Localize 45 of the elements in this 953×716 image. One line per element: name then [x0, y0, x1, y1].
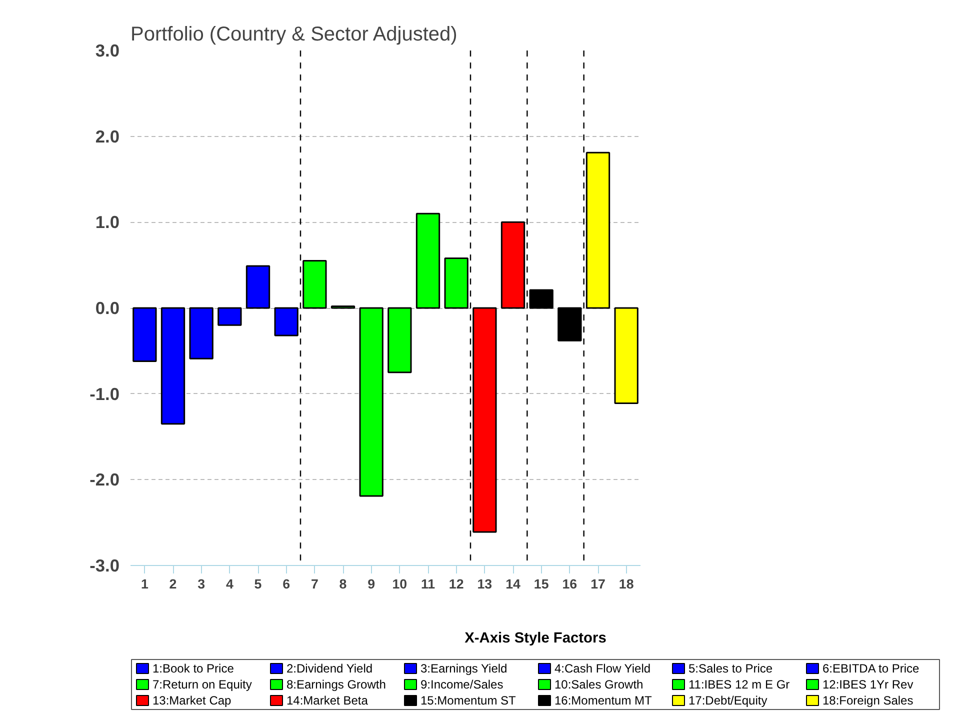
legend-label: 18:Foreign Sales	[822, 694, 914, 708]
x-tick-label: 15	[534, 576, 550, 592]
y-tick-label: 3.0	[95, 40, 120, 60]
x-tick-label: 3	[198, 576, 206, 592]
x-tick-label: 6	[282, 576, 290, 592]
x-tick-label: 17	[590, 576, 606, 592]
y-tick-label: -1.0	[90, 384, 120, 404]
x-tick-label: 4	[226, 576, 234, 592]
x-tick-label: 2	[169, 576, 177, 592]
x-tick-label: 1	[140, 576, 149, 592]
chart-title: Portfolio (Country & Sector Adjusted)	[130, 24, 458, 46]
legend-label: 3:Earnings Yield	[420, 662, 508, 676]
y-tick-label: 1.0	[95, 212, 120, 232]
x-tick-label: 16	[562, 576, 578, 592]
x-tick-label: 11	[420, 576, 436, 592]
legend-label: 13:Market Cap	[152, 694, 232, 708]
x-tick-label: 13	[477, 576, 492, 592]
legend-label: 8:Earnings Growth	[286, 678, 386, 692]
y-tick-label: 0.0	[95, 298, 120, 318]
legend-label: 6:EBITDA to Price	[822, 662, 920, 676]
x-tick-label: 8	[339, 576, 347, 592]
legend-label: 4:Cash Flow Yield	[554, 662, 651, 676]
y-tick-label: -2.0	[90, 470, 120, 490]
legend-label: 10:Sales Growth	[554, 678, 644, 692]
legend-label: 14:Market Beta	[286, 694, 368, 708]
legend-label: 9:Income/Sales	[420, 678, 504, 692]
legend-label: 5:Sales to Price	[688, 662, 773, 676]
legend-label: 2:Dividend Yield	[286, 662, 373, 676]
legend-label: 16:Momentum MT	[554, 694, 653, 708]
legend-label: 17:Debt/Equity	[688, 694, 768, 708]
x-tick-label: 7	[310, 576, 318, 592]
legend-label: 7:Return on Equity	[152, 678, 252, 692]
x-tick-label: 10	[392, 576, 408, 592]
y-tick-label: -3.0	[90, 556, 120, 576]
x-tick-label: 18	[618, 576, 634, 592]
y-tick-label: 2.0	[95, 126, 120, 146]
legend-label: 1:Book to Price	[152, 662, 234, 676]
x-tick-label: 14	[506, 576, 521, 592]
x-tick-label: 5	[254, 576, 262, 592]
x-tick-label: 12	[448, 576, 464, 592]
x-tick-label: 9	[368, 576, 376, 592]
legend-title: X-Axis Style Factors	[464, 630, 606, 646]
legend-label: 11:IBES 12 m E Gr	[688, 678, 790, 692]
legend-label: 15:Momentum ST	[420, 694, 517, 708]
legend-label: 12:IBES 1Yr Rev	[822, 678, 914, 692]
